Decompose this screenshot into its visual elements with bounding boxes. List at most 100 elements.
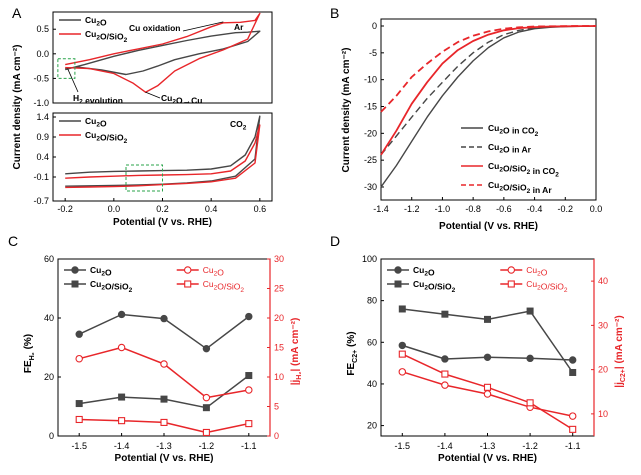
panel-b-curve-3: [380, 25, 597, 156]
panel-b-ytick-label: -25: [364, 155, 377, 165]
panel-c-y2tick-label: 5: [274, 402, 279, 412]
panel-a-xlabel: Potential (V vs. RHE): [113, 217, 212, 228]
panel-c-point: [202, 344, 211, 353]
panel-d-point: [483, 390, 492, 398]
panel-c-series-2: [79, 374, 250, 409]
panel-a-ytick-label: -0.7: [33, 196, 49, 206]
panel-d-point: [398, 350, 406, 358]
panel-c-ytick-label: 0: [49, 431, 54, 441]
panel-b-xtick-label: -1.4: [373, 204, 389, 214]
panel-d-point: [569, 368, 577, 376]
panel-c-legend-left-label: Cu2O/SiO2: [90, 279, 133, 294]
panel-b-legend-label: Cu2O/SiO2 in Ar: [488, 180, 552, 195]
panel-b-curve-4: [380, 25, 596, 113]
panel-d-legend-left-label: Cu2O: [413, 265, 435, 278]
panel-a-arrow: [182, 21, 224, 32]
panel-d-legend-right-line-marker: [507, 266, 516, 274]
panel-label-b: B: [330, 5, 339, 21]
panel-a-highlight-box: [125, 164, 163, 192]
panel-a-ytick-label: 0.5: [36, 24, 49, 34]
panel-c-xtick-label: -1.1: [241, 441, 257, 451]
panel-b-xtick-label: -0.2: [558, 204, 574, 214]
panel-c-legend-right-line-marker: [184, 280, 192, 288]
panel-c-point: [75, 415, 83, 424]
panel-a-ytick-label: 0.4: [36, 152, 49, 162]
panel-a-ylabel: Current density (mA cm⁻²): [12, 45, 23, 170]
panel-a-annotation-reduction: Cu2O→Cu: [161, 93, 202, 106]
panel-a-curve-cu2o-sio2: [65, 12, 261, 93]
panel-d-y2tick-label: 30: [598, 320, 608, 330]
panel-c-xtick-label: -1.2: [199, 441, 215, 451]
panel-a-xtick-label: -0.2: [57, 204, 73, 214]
panel-b-ytick-label: -20: [364, 128, 377, 138]
panel-c-point: [202, 404, 210, 412]
panel-c-y2tick-label: 0: [274, 431, 279, 441]
panel-a-curve-cu2o-sio2: [65, 124, 261, 189]
panel-b-xtick-label: -1.0: [435, 204, 451, 214]
panel-a-highlight-box: [57, 58, 76, 79]
panel-b-xtick-label: -0.8: [465, 204, 481, 214]
panel-a-annotation-oxidation: Cu oxidation: [129, 23, 180, 33]
panel-b-ytick-label: -30: [364, 182, 377, 192]
panel-a-legend-label: Cu2O/SiO2: [85, 29, 128, 44]
panel-d-point: [398, 341, 406, 350]
panel-d-legend-left-line-marker: [394, 280, 402, 288]
panel-label-d: D: [330, 233, 340, 249]
panel-a-ytick-label: 1.4: [36, 112, 49, 122]
panel-c-xtick-label: -1.5: [71, 441, 87, 451]
panel-c-point: [160, 360, 168, 368]
panel-a-annotation-h2: H2 evolution: [73, 93, 123, 106]
panel-a-ytick-label: -1.0: [33, 98, 49, 108]
panel-d-ytick-label: 80: [367, 296, 377, 306]
panel-c-point: [202, 428, 210, 437]
panel-b-ytick-label: -15: [364, 102, 377, 112]
panel-c-legend-left-line-marker: [71, 280, 79, 288]
panel-c-ytick-label: 40: [44, 313, 54, 323]
panel-c-y2tick-label: 25: [274, 284, 284, 294]
panel-a-arrow: [67, 68, 79, 93]
panel-c-point: [202, 393, 211, 402]
panel-b-ytick-label: 0: [372, 21, 377, 31]
panel-d-y2tick-label: 40: [598, 276, 608, 286]
panel-d-legend-left-label: Cu2O/SiO2: [413, 279, 456, 294]
panel-c-point: [160, 395, 168, 403]
panel-b-xtick-label: -1.2: [404, 204, 420, 214]
panel-b-xtick-label: -0.6: [496, 204, 512, 214]
panel-d-ylabel: FEC2+ (%): [346, 331, 359, 375]
panel-b-plot-frame: [380, 18, 597, 201]
panel-d-xlabel: Potential (V vs. RHE): [438, 453, 537, 464]
panel-d-point: [398, 368, 407, 376]
panel-c-point: [160, 314, 168, 323]
panel-d-y2tick-label: 20: [598, 365, 608, 375]
panel-c-point: [75, 354, 83, 363]
panel-b-legend-label: Cu2O/SiO2 in CO2: [488, 161, 559, 179]
panel-a-xtick-label: 0.4: [205, 204, 218, 214]
panel-d-point: [569, 425, 577, 433]
panel-c-point: [75, 330, 83, 338]
panel-a-legend-label: Cu2O: [85, 116, 107, 129]
panel-d-point: [526, 399, 534, 407]
panel-d-legend-left-line-marker: [394, 266, 402, 274]
panel-d-point: [441, 310, 449, 318]
panel-d-xtick-label: -1.5: [395, 441, 411, 451]
panel-d-legend-right-label: Cu2O: [526, 265, 548, 278]
panel-b-ytick-label: -5: [369, 48, 377, 58]
panel-c-ylabel: FEH₂ (%): [23, 334, 36, 373]
panel-a-xtick-label: 0.2: [156, 204, 169, 214]
panel-a-ytick-label: -0.5: [33, 73, 49, 83]
panel-d-point: [568, 412, 577, 420]
panel-d-ytick-label: 100: [362, 254, 377, 264]
panel-c-point: [245, 386, 253, 394]
panel-b-ylabel: Current density (mA cm⁻²): [341, 48, 352, 173]
panel-d-point: [484, 315, 491, 323]
panel-c-y2label: |jH₂| (mA cm⁻²): [290, 318, 303, 386]
panel-d-point: [526, 354, 534, 363]
panel-a-xtick-label: 0.6: [254, 204, 267, 214]
panel-c-y2tick-label: 15: [274, 343, 284, 353]
panel-d-point: [483, 353, 492, 361]
panel-d-ytick-label: 20: [367, 421, 377, 431]
panel-a-ytick-label: -0.1: [33, 172, 49, 182]
panel-label-a: A: [12, 5, 22, 21]
panel-a-condition-label: Ar: [234, 22, 244, 32]
